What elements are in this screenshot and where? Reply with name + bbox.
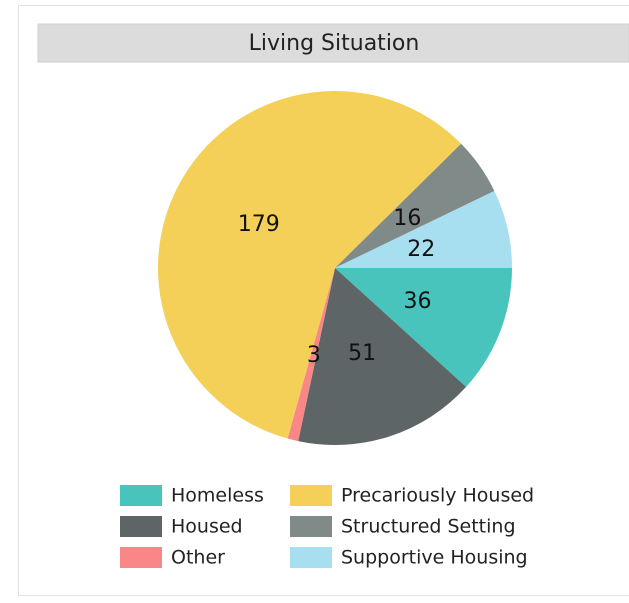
legend-label: Housed (171, 516, 243, 538)
data-label: 3 (307, 343, 321, 368)
legend-swatch (290, 485, 332, 506)
data-label: 36 (404, 289, 432, 314)
legend-label: Other (171, 547, 225, 569)
legend-swatch (120, 485, 162, 506)
legend-label: Structured Setting (341, 516, 516, 538)
legend-swatch (290, 516, 332, 537)
chart-title: Living Situation (249, 31, 420, 56)
legend-swatch (120, 547, 162, 568)
legend-swatch (120, 516, 162, 537)
legend-label: Homeless (171, 485, 264, 507)
data-label: 179 (238, 212, 280, 237)
data-label: 51 (348, 341, 376, 366)
legend-swatch (290, 547, 332, 568)
data-label: 22 (407, 237, 435, 262)
legend-label: Supportive Housing (341, 547, 528, 569)
data-label: 16 (393, 206, 421, 231)
legend-label: Precariously Housed (341, 485, 534, 507)
